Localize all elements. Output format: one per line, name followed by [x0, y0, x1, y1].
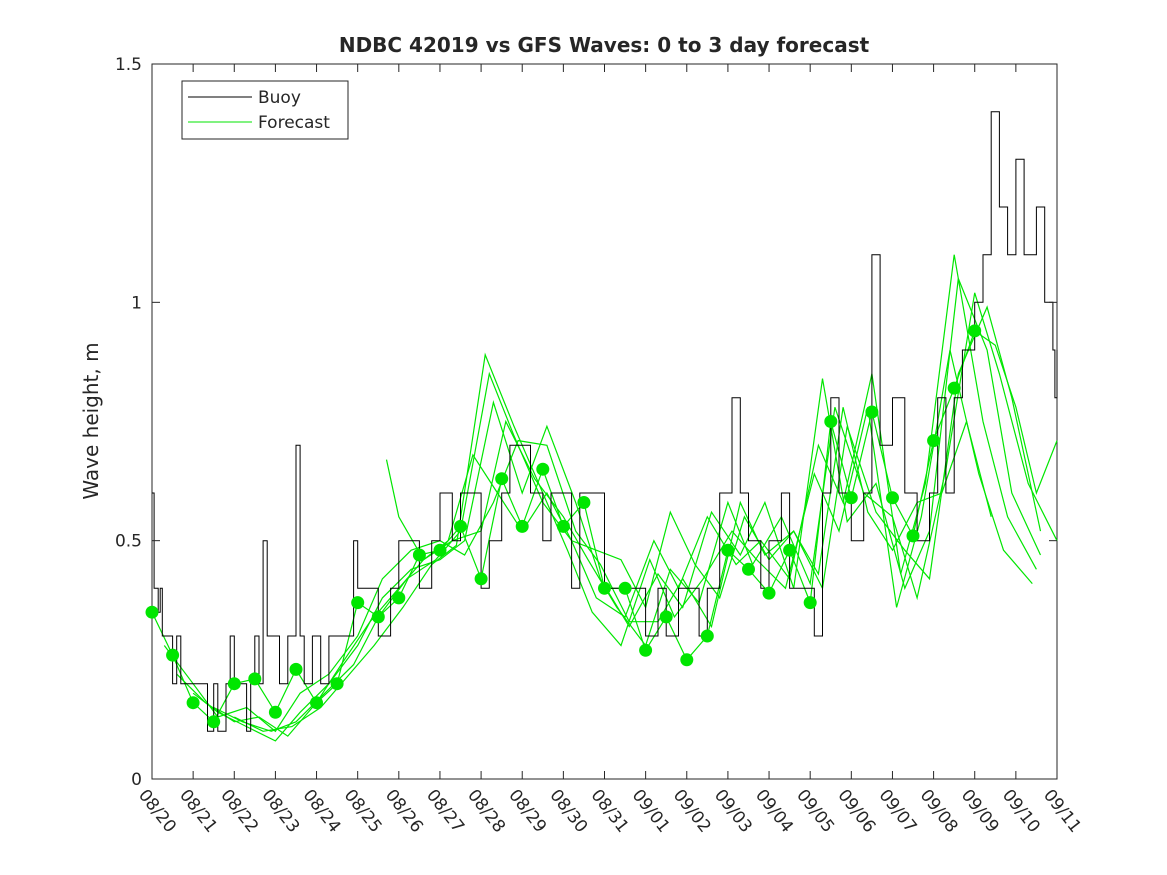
forecast-point-9	[330, 677, 344, 691]
forecast-point-6	[268, 705, 282, 719]
forecast-line-run-6	[234, 349, 1033, 732]
forecast-point-2	[186, 696, 200, 710]
forecast-point-23	[618, 581, 632, 595]
legend-label-buoy: Buoy	[258, 88, 301, 108]
forecast-point-10	[351, 596, 365, 610]
forecast-point-18	[515, 519, 529, 533]
forecast-point-32	[803, 596, 817, 610]
forecast-point-20	[556, 519, 570, 533]
forecast-point-22	[598, 581, 611, 595]
forecast-point-30	[762, 586, 776, 600]
chart-title: NDBC 42019 vs GFS Waves: 0 to 3 day fore…	[339, 33, 870, 57]
forecast-point-28	[721, 543, 735, 557]
forecast-point-21	[577, 496, 591, 509]
y-axis-label: Wave height, m	[79, 342, 103, 499]
y-tick-label-2: 1	[131, 293, 142, 313]
buoy-line	[152, 111, 1058, 732]
forecast-point-26	[680, 653, 694, 667]
buoy-series	[152, 111, 1058, 732]
plot-area	[151, 63, 1058, 780]
forecast-point-34	[844, 491, 858, 505]
legend-label-forecast: Forecast	[258, 113, 330, 133]
forecast-line-run-7	[385, 407, 992, 610]
forecast-point-0	[145, 605, 159, 619]
forecast-line-run-5	[213, 254, 1037, 732]
forecast-point-15	[454, 519, 467, 533]
forecast-point-12	[392, 591, 406, 605]
forecast-point-19	[536, 462, 550, 476]
forecast-point-27	[700, 629, 714, 643]
forecast-point-24	[639, 643, 653, 657]
forecast-point-14	[433, 543, 447, 557]
forecast-line-run-3	[176, 292, 1058, 737]
forecast-point-39	[947, 381, 961, 395]
forecast-point-13	[412, 548, 426, 562]
y-tick-label-0: 0	[131, 770, 142, 790]
forecast-point-25	[659, 610, 673, 624]
forecast-point-33	[824, 415, 838, 428]
forecast-point-4	[227, 677, 241, 691]
y-axis: 0 0.5 1 1.5	[115, 55, 1057, 790]
forecast-point-3	[207, 715, 221, 729]
forecast-point-35	[865, 405, 879, 419]
forecast-point-7	[289, 662, 303, 676]
y-tick-label-1: 0.5	[115, 532, 142, 552]
y-tick-label-3: 1.5	[115, 55, 142, 75]
forecast-point-40	[968, 324, 982, 338]
forecast-point-16	[474, 572, 488, 586]
forecast-point-11	[371, 610, 385, 624]
forecast-point-38	[927, 434, 941, 448]
forecast-point-5	[248, 672, 262, 686]
forecast-point-37	[906, 529, 920, 543]
forecast-point-17	[495, 472, 509, 486]
forecast-point-1	[166, 648, 180, 662]
forecast-point-31	[783, 543, 797, 557]
legend: Buoy Forecast	[181, 80, 349, 140]
forecast-series	[151, 254, 1058, 742]
legend-box	[181, 80, 349, 140]
forecast-point-36	[886, 491, 899, 505]
forecast-point-29	[742, 562, 755, 576]
forecast-point-8	[310, 696, 323, 710]
forecast-markers	[145, 324, 982, 729]
